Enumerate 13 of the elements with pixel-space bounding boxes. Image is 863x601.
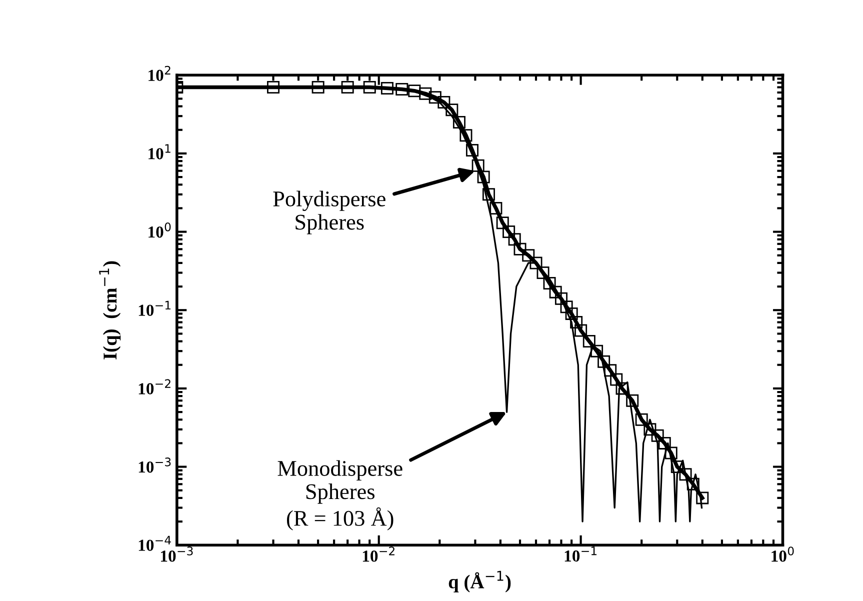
y-tick-label: 10$^{−1}$ (138, 300, 170, 316)
x-tick-label: 10$^{−1}$ (564, 546, 596, 562)
y-tick-label: 10$^{−3}$ (138, 458, 171, 473)
x-tick-label: 10$^{0}$ (772, 546, 794, 562)
x-axis-title: q (Å$^{−1}$) (448, 570, 511, 592)
y-tick-label: 10$^{2}$ (148, 66, 170, 82)
annotation: Monodisperse Spheres (R = 103 Å) (278, 460, 402, 530)
y-tick-label: 10$^{0}$ (148, 222, 171, 238)
x-tick-label: 10$^{−2}$ (362, 546, 394, 562)
y-tick-label: 10$^{1}$ (148, 144, 170, 160)
y-tick-label: 10$^{−2}$ (138, 379, 170, 394)
annotation: Polydisperse Spheres (273, 190, 386, 234)
y-axis-title: I(q) (cm$^{−1}$) (99, 261, 121, 360)
